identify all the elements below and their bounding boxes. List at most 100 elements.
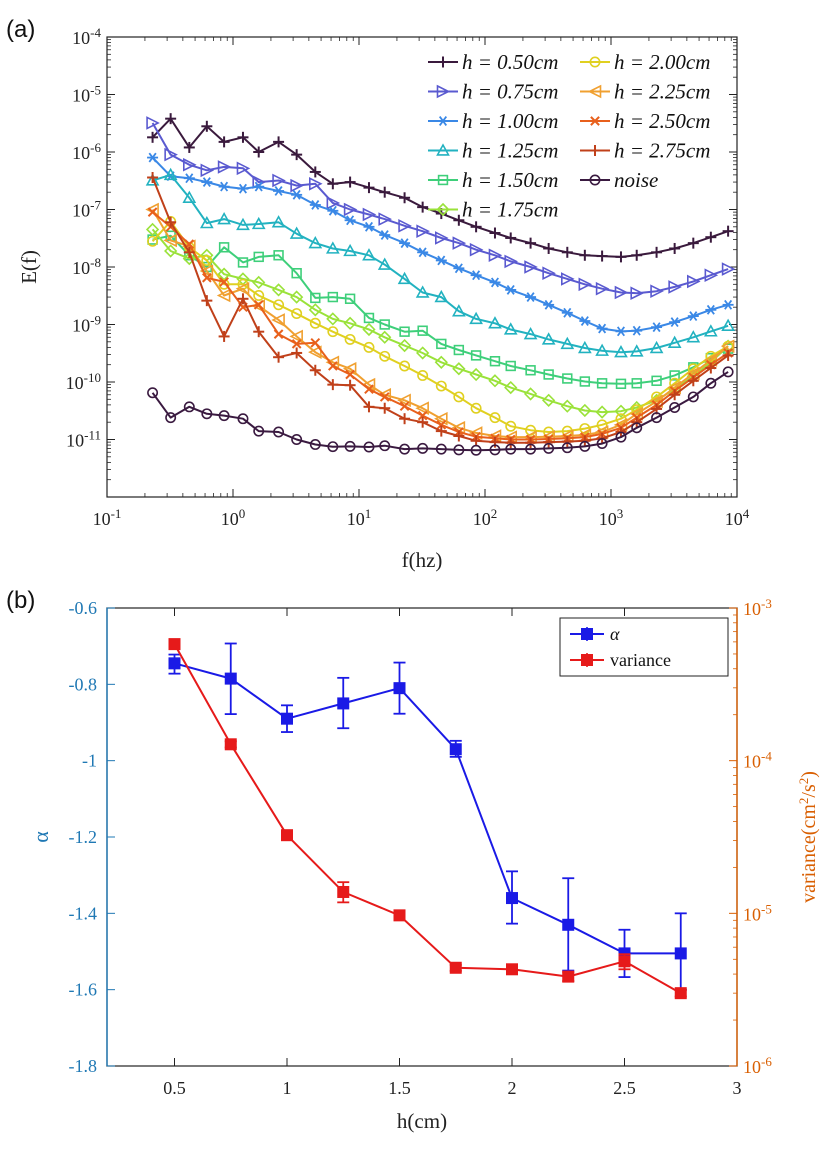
a-point-1-5 [236, 161, 251, 176]
a-point-4-24-shape [579, 376, 591, 387]
a-point-5-8-shape [290, 290, 304, 304]
a-point-4-28-shape [651, 375, 662, 386]
a-series-1 [146, 116, 736, 301]
a-point-10-30-shape [687, 391, 699, 403]
panel-b-plot-area [106, 607, 738, 1067]
a-point-6-10 [327, 326, 339, 338]
b-right-tick-label-0: 10-3 [743, 596, 772, 620]
a-point-5-11 [343, 316, 357, 330]
a-point-9-16 [435, 425, 447, 437]
a-point-3-21-shape [523, 326, 538, 340]
a-point-8-13 [379, 392, 390, 402]
b-right-tick-label-1: 10-4 [743, 748, 772, 772]
a-point-6-11 [344, 333, 356, 345]
b-right-tick-label-3-exp: -6 [761, 1054, 772, 1069]
panel-b-legend: α variance [559, 617, 729, 677]
a-point-10-16 [435, 443, 447, 455]
a-point-3-0 [145, 173, 160, 186]
a-point-10-29-shape [669, 402, 681, 413]
a-point-6-10-shape [327, 326, 339, 338]
a-point-7-9-shape [308, 345, 322, 359]
a-point-2-9-a3 [311, 200, 320, 210]
a-point-6-19-shape [489, 412, 501, 424]
a-point-4-4-shape [218, 242, 230, 253]
a-point-3-32 [721, 318, 735, 331]
a-point-3-22 [541, 332, 556, 345]
a-point-10-4 [218, 410, 230, 422]
a-point-5-2-shape [182, 251, 196, 266]
b-point-1-7-shape [562, 970, 575, 983]
a-point-10-2 [183, 401, 195, 413]
a-point-1-7-shape [272, 173, 286, 188]
b-point-1-0-shape [168, 638, 181, 651]
a-point-3-8-shape [289, 226, 304, 239]
a-legend-marker-2-a3 [438, 116, 448, 126]
panel-b-chart: 0.5 1 1.5 2 2.5 3 -0.6 -0.8 -1 -1.2 -1.4 -1.6 -1.8 10… [28, 596, 820, 1134]
a-point-9-11 [344, 379, 356, 391]
a-point-6-16 [435, 380, 447, 392]
a-point-4-18 [470, 350, 482, 361]
a-point-1-25 [595, 281, 610, 296]
a-point-5-6 [252, 275, 266, 290]
a-point-10-8-shape [291, 434, 303, 445]
a-point-6-6 [253, 289, 265, 301]
a-point-3-3-shape [199, 215, 214, 229]
a-point-4-20-shape [505, 360, 516, 372]
a-point-4-11-shape [344, 293, 356, 304]
panel-b-left-ylabel: α [28, 831, 53, 843]
a-point-1-32-shape [721, 262, 736, 276]
a-point-1-17 [452, 236, 467, 250]
a-point-4-27 [631, 378, 642, 389]
a-ytick-label-6-base: 10 [72, 86, 90, 106]
b-series-line-0 [174, 662, 681, 955]
a-point-9-0 [147, 172, 159, 184]
a-legend-label-1: h = 0.75cm [462, 80, 558, 104]
a-point-3-4-shape [217, 211, 231, 225]
b-point-1-8-shape [618, 955, 631, 968]
a-point-2-14 [399, 238, 411, 249]
b-legend-marker-0-shape [581, 628, 593, 640]
a-point-1-30-shape [687, 274, 701, 289]
a-point-2-30 [687, 311, 699, 322]
a-point-9-17 [453, 430, 465, 442]
a-point-3-14-shape [397, 271, 412, 285]
a-legend-marker-3 [436, 143, 450, 156]
b-point-1-4-shape [393, 909, 406, 922]
a-point-4-22-shape [543, 369, 554, 380]
a-xtick-label-3-exp: 2 [491, 506, 498, 521]
a-point-1-6-shape [252, 175, 267, 189]
a-point-10-3-shape [201, 408, 213, 420]
a-legend-marker-2 [437, 116, 449, 126]
a-point-2-23-a3 [563, 307, 572, 318]
a-point-9-22 [543, 436, 555, 448]
b-point-0-0-shape [168, 657, 181, 670]
a-point-7-4 [216, 288, 231, 303]
a-point-8-7 [273, 329, 284, 339]
a-legend-label-6: h = 2.00cm [614, 50, 710, 74]
a-point-10-12-shape [363, 441, 375, 453]
a-point-3-32-shape [721, 318, 735, 331]
a-point-10-27-shape [631, 422, 643, 434]
a-point-5-19-shape [488, 374, 502, 388]
a-point-7-12-shape [361, 377, 376, 392]
a-point-3-28-shape [649, 340, 664, 354]
a-point-5-18-shape [469, 367, 483, 382]
a-point-9-30 [687, 375, 699, 387]
a-point-2-16-a3 [437, 255, 446, 266]
a-point-4-17 [453, 344, 465, 356]
a-point-5-14 [397, 338, 412, 353]
a-point-1-19-shape [488, 248, 503, 263]
a-point-5-15 [416, 346, 430, 360]
b-point-1-5 [449, 961, 462, 974]
a-point-1-27-shape [630, 286, 645, 301]
b-point-1-3-shape [337, 885, 350, 898]
a-point-10-15-shape [417, 442, 429, 454]
a-legend-item-9: h = 2.75cm [580, 139, 710, 163]
b-point-1-6 [506, 963, 518, 976]
a-point-8-0 [147, 207, 158, 217]
a-point-8-13-d2 [379, 392, 390, 402]
a-point-2-11-a3 [346, 215, 355, 226]
a-point-1-22-shape [542, 266, 556, 280]
a-point-10-31-shape [705, 377, 717, 389]
